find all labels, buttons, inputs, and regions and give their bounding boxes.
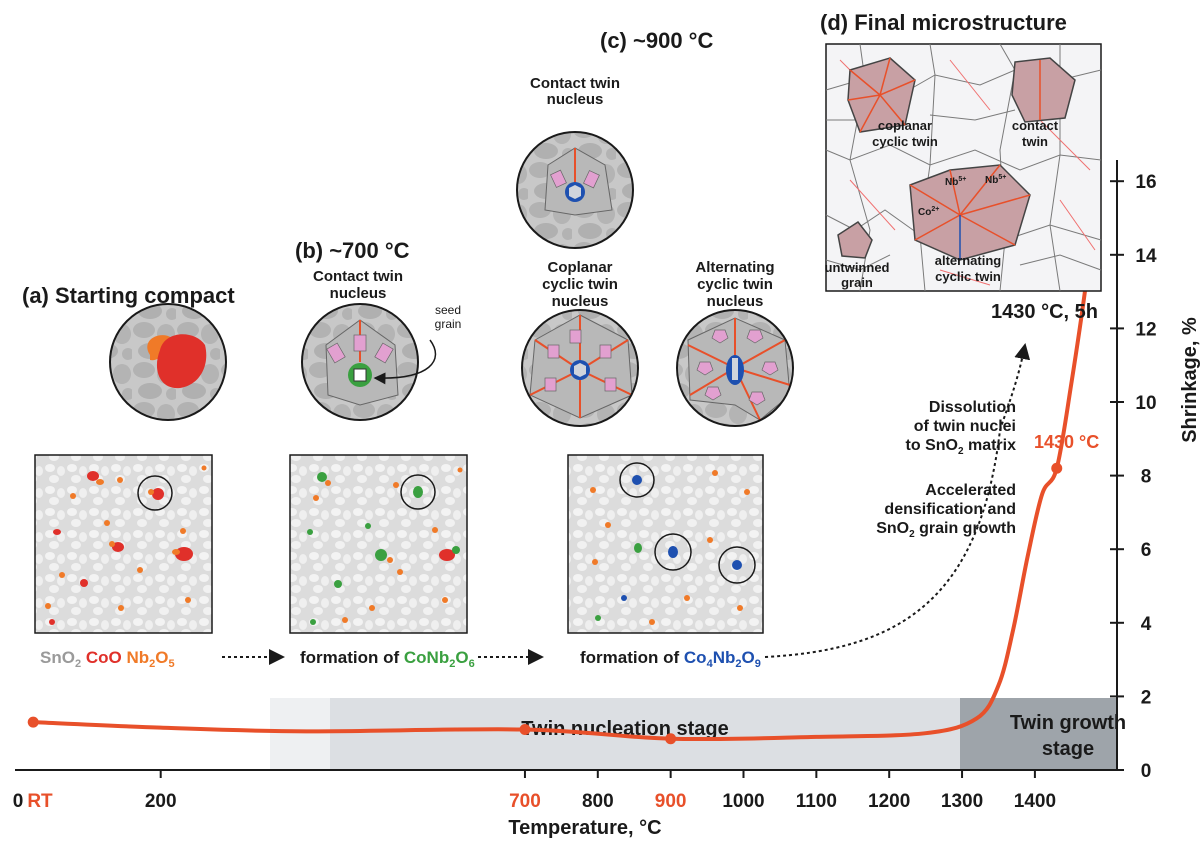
panel-b: (b) ~700 °C Contact twin nucleus seed gr… bbox=[289, 238, 544, 670]
annotations: Dissolution of twin nuclei to SnO2 matri… bbox=[876, 399, 1016, 540]
panel-d: (d) Final microstructure bbox=[820, 10, 1102, 323]
svg-text:Contact twin: Contact twin bbox=[313, 268, 403, 285]
svg-text:of twin nuclei: of twin nuclei bbox=[914, 418, 1016, 435]
y-tick-label: 10 bbox=[1135, 393, 1156, 414]
svg-text:Contact twin: Contact twin bbox=[530, 75, 620, 92]
growth-stage-label-1: Twin growth bbox=[1010, 712, 1126, 734]
shrinkage-curve: 1430 °C bbox=[27, 217, 1099, 745]
x-tick-label: 700 bbox=[509, 791, 541, 812]
x-tick-label: 900 bbox=[655, 791, 687, 812]
y-tick-label: 16 bbox=[1135, 172, 1156, 193]
y-axis-label: Shrinkage, % bbox=[1179, 317, 1201, 443]
y-tick-label: 0 bbox=[1141, 761, 1152, 782]
panel-a: (a) Starting compact bbox=[22, 283, 285, 670]
svg-text:seed: seed bbox=[435, 303, 461, 317]
legend: SnO2 CoO Nb2O5 bbox=[40, 648, 175, 670]
x-axis: 0 RT 200 700 800 900 1000 1100 1200 1300 1400 Temp… bbox=[13, 769, 1115, 839]
curve-point bbox=[519, 724, 531, 736]
panel-d-title: (d) Final microstructure bbox=[820, 10, 1067, 35]
x-tick-label: 1000 bbox=[722, 791, 764, 812]
x-tick-label: 1100 bbox=[796, 791, 837, 812]
svg-text:grain: grain bbox=[841, 275, 873, 290]
svg-text:coplanar: coplanar bbox=[878, 118, 932, 133]
marker-1430-label: 1430 °C bbox=[1034, 432, 1099, 452]
svg-text:twin: twin bbox=[1022, 134, 1048, 149]
svg-text:Co2+: Co2+ bbox=[918, 206, 939, 218]
svg-text:cyclic twin: cyclic twin bbox=[697, 276, 773, 293]
shrinkage-line bbox=[33, 217, 1096, 742]
svg-text:nucleus: nucleus bbox=[547, 91, 604, 108]
svg-text:Dissolution: Dissolution bbox=[929, 399, 1016, 416]
svg-text:nucleus: nucleus bbox=[552, 293, 609, 310]
growth-stage-label-2: stage bbox=[1042, 738, 1094, 760]
curve-point bbox=[27, 716, 39, 728]
svg-text:SnO2 grain growth: SnO2 grain growth bbox=[876, 520, 1016, 540]
svg-text:contact: contact bbox=[1012, 118, 1059, 133]
x-tick-label: 200 bbox=[145, 791, 177, 812]
panel-b-title: (b) ~700 °C bbox=[295, 238, 410, 263]
panel-c: (c) ~900 °C Contact twin nucleus Coplana… bbox=[516, 28, 1031, 670]
svg-text:cyclic twin: cyclic twin bbox=[542, 276, 618, 293]
panel-c-particles bbox=[590, 462, 756, 625]
panel-a-title: (a) Starting compact bbox=[22, 283, 235, 308]
svg-text:nucleus: nucleus bbox=[707, 293, 764, 310]
svg-text:Nb5+: Nb5+ bbox=[985, 174, 1006, 186]
svg-text:cyclic twin: cyclic twin bbox=[935, 269, 1001, 284]
x-tick-label: 1300 bbox=[941, 791, 983, 812]
svg-text:nucleus: nucleus bbox=[330, 285, 387, 302]
x-tick-label: RT bbox=[27, 791, 53, 812]
nucleation-stage-label: Twin nucleation stage bbox=[521, 718, 728, 740]
svg-text:densification and: densification and bbox=[884, 501, 1016, 518]
x-tick-label: 1400 bbox=[1014, 791, 1056, 812]
y-tick-label: 12 bbox=[1135, 319, 1156, 340]
svg-text:untwinned: untwinned bbox=[825, 260, 890, 275]
y-tick-label: 6 bbox=[1141, 540, 1152, 561]
x-tick-label: 0 bbox=[13, 791, 24, 812]
panel-a-particles bbox=[45, 465, 207, 625]
panel-d-condition: 1430 °C, 5h bbox=[991, 301, 1098, 323]
y-tick-label: 8 bbox=[1141, 467, 1152, 488]
curve-point bbox=[1051, 462, 1063, 474]
svg-text:to SnO2 matrix: to SnO2 matrix bbox=[906, 437, 1017, 457]
svg-text:Coplanar: Coplanar bbox=[547, 259, 612, 276]
formation-c: formation of Co4Nb2O9 bbox=[580, 648, 761, 670]
stage-bands: Twin nucleation stage Twin growth stage bbox=[270, 698, 1126, 770]
y-tick-label: 4 bbox=[1141, 614, 1152, 635]
svg-text:grain: grain bbox=[435, 317, 462, 331]
svg-text:Accelerated: Accelerated bbox=[925, 482, 1016, 499]
panel-b-particles bbox=[307, 467, 463, 625]
svg-text:Alternating: Alternating bbox=[695, 259, 774, 276]
x-tick-label: 800 bbox=[582, 791, 614, 812]
curve-point bbox=[665, 733, 677, 745]
y-axis: 0 2 4 6 8 10 12 14 16 Shrinkage, % bbox=[1110, 160, 1201, 782]
svg-text:alternating: alternating bbox=[935, 253, 1002, 268]
panel-c-title: (c) ~900 °C bbox=[600, 28, 713, 53]
y-tick-label: 2 bbox=[1141, 687, 1152, 708]
formation-b: formation of CoNb2O6 bbox=[300, 648, 475, 670]
x-tick-label: 1200 bbox=[868, 791, 910, 812]
y-tick-label: 14 bbox=[1135, 246, 1157, 267]
svg-text:Nb5+: Nb5+ bbox=[945, 176, 966, 188]
x-axis-label: Temperature, °C bbox=[508, 817, 661, 839]
svg-text:cyclic twin: cyclic twin bbox=[872, 134, 938, 149]
